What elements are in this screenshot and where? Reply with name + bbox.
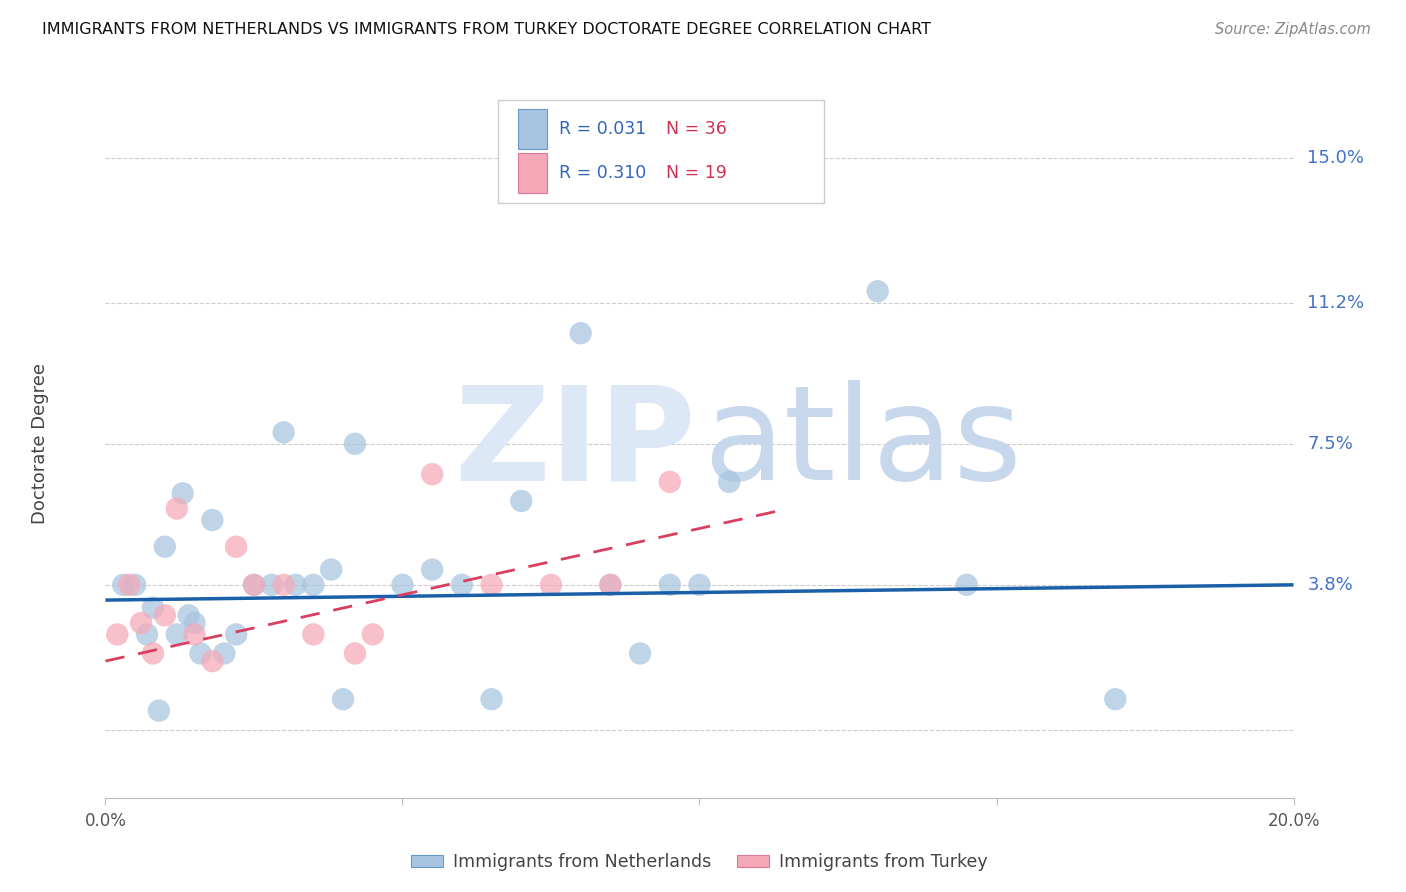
FancyBboxPatch shape [517, 110, 547, 149]
Point [569, 326, 592, 341]
Text: Source: ZipAtlas.com: Source: ZipAtlas.com [1215, 22, 1371, 37]
Text: 11.2%: 11.2% [1308, 293, 1365, 311]
Point [481, 692, 503, 706]
FancyBboxPatch shape [517, 153, 547, 194]
Point [420, 467, 443, 482]
Point [124, 578, 146, 592]
Point [718, 475, 741, 489]
Point [214, 647, 236, 661]
Text: Doctorate Degree: Doctorate Degree [31, 363, 49, 524]
Point [391, 578, 413, 592]
Point [129, 615, 152, 630]
Point [243, 578, 266, 592]
Point [260, 578, 283, 592]
Point [273, 425, 295, 440]
Point [166, 501, 188, 516]
Point [866, 285, 889, 299]
Point [481, 578, 503, 592]
Point [136, 627, 159, 641]
Point [177, 608, 200, 623]
Text: 15.0%: 15.0% [1308, 149, 1364, 167]
Legend: Immigrants from Netherlands, Immigrants from Turkey: Immigrants from Netherlands, Immigrants … [412, 854, 987, 871]
Point [183, 627, 205, 641]
FancyBboxPatch shape [498, 100, 824, 202]
Point [153, 608, 176, 623]
Point [540, 578, 562, 592]
Text: N = 19: N = 19 [666, 164, 727, 182]
Point [183, 615, 205, 630]
Point [201, 513, 224, 527]
Text: ZIP: ZIP [454, 380, 696, 508]
Point [956, 578, 979, 592]
Point [201, 654, 224, 668]
Point [332, 692, 354, 706]
Point [105, 627, 128, 641]
Point [321, 563, 343, 577]
Text: N = 36: N = 36 [666, 120, 727, 138]
Point [166, 627, 188, 641]
Text: 7.5%: 7.5% [1308, 434, 1354, 453]
Point [343, 647, 366, 661]
Point [658, 475, 681, 489]
Point [302, 578, 325, 592]
Point [172, 486, 194, 500]
Point [343, 436, 366, 450]
Text: atlas: atlas [703, 380, 1022, 508]
Point [142, 600, 165, 615]
Point [190, 647, 212, 661]
Text: R = 0.310: R = 0.310 [560, 164, 647, 182]
Text: IMMIGRANTS FROM NETHERLANDS VS IMMIGRANTS FROM TURKEY DOCTORATE DEGREE CORRELATI: IMMIGRANTS FROM NETHERLANDS VS IMMIGRANT… [42, 22, 931, 37]
Point [118, 578, 141, 592]
Point [628, 647, 651, 661]
Point [599, 578, 621, 592]
Point [225, 540, 247, 554]
Point [243, 578, 266, 592]
Point [689, 578, 711, 592]
Point [510, 494, 533, 508]
Point [284, 578, 307, 592]
Point [273, 578, 295, 592]
Text: 3.8%: 3.8% [1308, 576, 1353, 594]
Point [225, 627, 247, 641]
Text: R = 0.031: R = 0.031 [560, 120, 647, 138]
Point [142, 647, 165, 661]
Point [599, 578, 621, 592]
Point [302, 627, 325, 641]
Point [1104, 692, 1126, 706]
Point [450, 578, 472, 592]
Point [658, 578, 681, 592]
Point [361, 627, 384, 641]
Point [112, 578, 135, 592]
Point [420, 563, 443, 577]
Point [148, 704, 170, 718]
Point [153, 540, 176, 554]
